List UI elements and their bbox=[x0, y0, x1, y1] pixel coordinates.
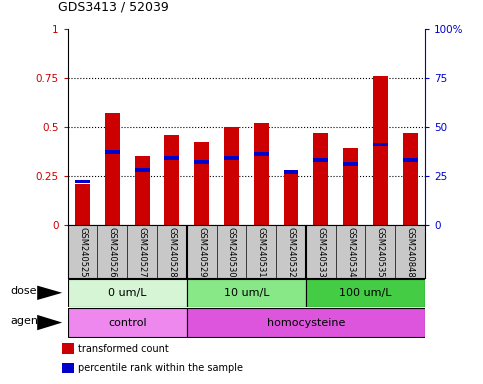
Text: GSM240531: GSM240531 bbox=[257, 227, 266, 278]
Bar bbox=[254, 152, 269, 156]
Text: agent: agent bbox=[10, 316, 43, 326]
Text: GSM240528: GSM240528 bbox=[168, 227, 176, 278]
Text: GSM240529: GSM240529 bbox=[197, 227, 206, 278]
Bar bbox=[164, 134, 179, 225]
Bar bbox=[224, 127, 239, 225]
Bar bbox=[313, 158, 328, 162]
Bar bbox=[135, 168, 150, 172]
Text: GSM240530: GSM240530 bbox=[227, 227, 236, 278]
Bar bbox=[194, 160, 209, 164]
Bar bbox=[313, 132, 328, 225]
Text: GSM240534: GSM240534 bbox=[346, 227, 355, 278]
Bar bbox=[373, 76, 388, 225]
Text: GSM240527: GSM240527 bbox=[138, 227, 146, 278]
Bar bbox=[194, 142, 209, 225]
Text: dose: dose bbox=[10, 286, 37, 296]
Text: percentile rank within the sample: percentile rank within the sample bbox=[78, 363, 243, 373]
Bar bbox=[403, 158, 418, 162]
Bar bbox=[105, 113, 120, 225]
Bar bbox=[187, 279, 306, 306]
Bar bbox=[343, 148, 358, 225]
Text: GSM240525: GSM240525 bbox=[78, 227, 87, 278]
Text: 100 um/L: 100 um/L bbox=[339, 288, 392, 298]
Text: GSM240848: GSM240848 bbox=[406, 227, 414, 278]
Bar bbox=[343, 162, 358, 166]
Bar bbox=[284, 172, 298, 225]
Bar bbox=[403, 132, 418, 225]
Text: GSM240526: GSM240526 bbox=[108, 227, 117, 278]
Bar bbox=[224, 156, 239, 160]
Bar bbox=[62, 363, 74, 373]
Bar bbox=[135, 156, 150, 225]
Bar bbox=[105, 151, 120, 154]
Text: GSM240535: GSM240535 bbox=[376, 227, 385, 278]
Text: GSM240533: GSM240533 bbox=[316, 227, 325, 278]
Bar bbox=[187, 308, 425, 337]
Text: control: control bbox=[108, 318, 146, 328]
Bar bbox=[164, 156, 179, 160]
Bar bbox=[68, 308, 187, 337]
Text: GDS3413 / 52039: GDS3413 / 52039 bbox=[58, 0, 169, 13]
Text: GSM240532: GSM240532 bbox=[286, 227, 296, 278]
Bar bbox=[75, 180, 90, 183]
Bar bbox=[62, 343, 74, 354]
Bar bbox=[68, 279, 187, 306]
Bar bbox=[373, 142, 388, 146]
Polygon shape bbox=[37, 315, 62, 330]
Text: homocysteine: homocysteine bbox=[267, 318, 345, 328]
Bar bbox=[254, 123, 269, 225]
Text: transformed count: transformed count bbox=[78, 344, 169, 354]
Bar bbox=[284, 170, 298, 174]
Bar bbox=[306, 279, 425, 306]
Text: 10 um/L: 10 um/L bbox=[224, 288, 269, 298]
Text: 0 um/L: 0 um/L bbox=[108, 288, 146, 298]
Bar bbox=[75, 184, 90, 225]
Polygon shape bbox=[37, 286, 62, 300]
